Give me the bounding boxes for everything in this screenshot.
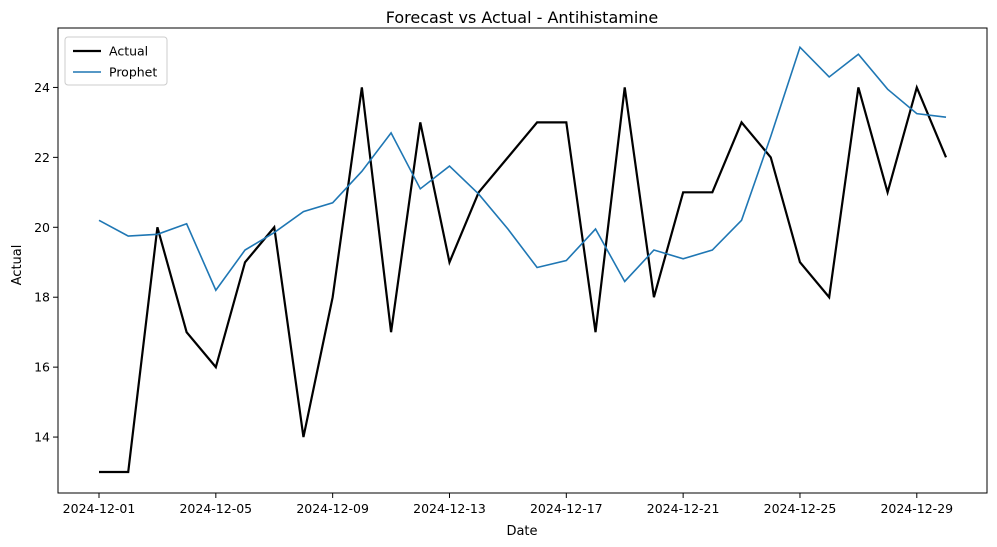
x-axis: 2024-12-01 2024-12-05 2024-12-09 2024-12-13… [63, 493, 953, 516]
x-axis-label: Date [506, 524, 537, 539]
legend-label-actual: Actual [109, 44, 148, 59]
chart-title: Forecast vs Actual - Antihistamine [386, 8, 659, 27]
x-tick-label: 2024-12-29 [880, 501, 953, 516]
x-tick-label: 2024-12-13 [413, 501, 486, 516]
x-tick-label: 2024-12-17 [530, 501, 603, 516]
y-axis: 14 16 18 20 22 24 [34, 80, 58, 445]
x-tick-label: 2024-12-01 [63, 501, 136, 516]
legend-box [64, 36, 168, 86]
x-tick-label: 2024-12-21 [647, 501, 720, 516]
plot-area [57, 27, 988, 494]
series-line-prophet [98, 45, 947, 292]
x-tick-label: 2024-12-25 [764, 501, 837, 516]
y-tick-label: 14 [34, 430, 50, 445]
y-tick-label: 16 [34, 360, 50, 375]
legend-label-prophet: Prophet [109, 65, 157, 80]
y-tick-label: 22 [34, 150, 50, 165]
y-tick-label: 18 [34, 290, 50, 305]
x-tick-label: 2024-12-05 [179, 501, 252, 516]
y-tick-label: 24 [34, 80, 50, 95]
series-line-actual [99, 84, 948, 474]
series-layer [98, 45, 948, 474]
y-tick-label: 20 [34, 220, 50, 235]
legend: Actual Prophet [64, 36, 168, 86]
x-tick-label: 2024-12-09 [296, 501, 369, 516]
y-axis-label: Actual [10, 245, 25, 286]
